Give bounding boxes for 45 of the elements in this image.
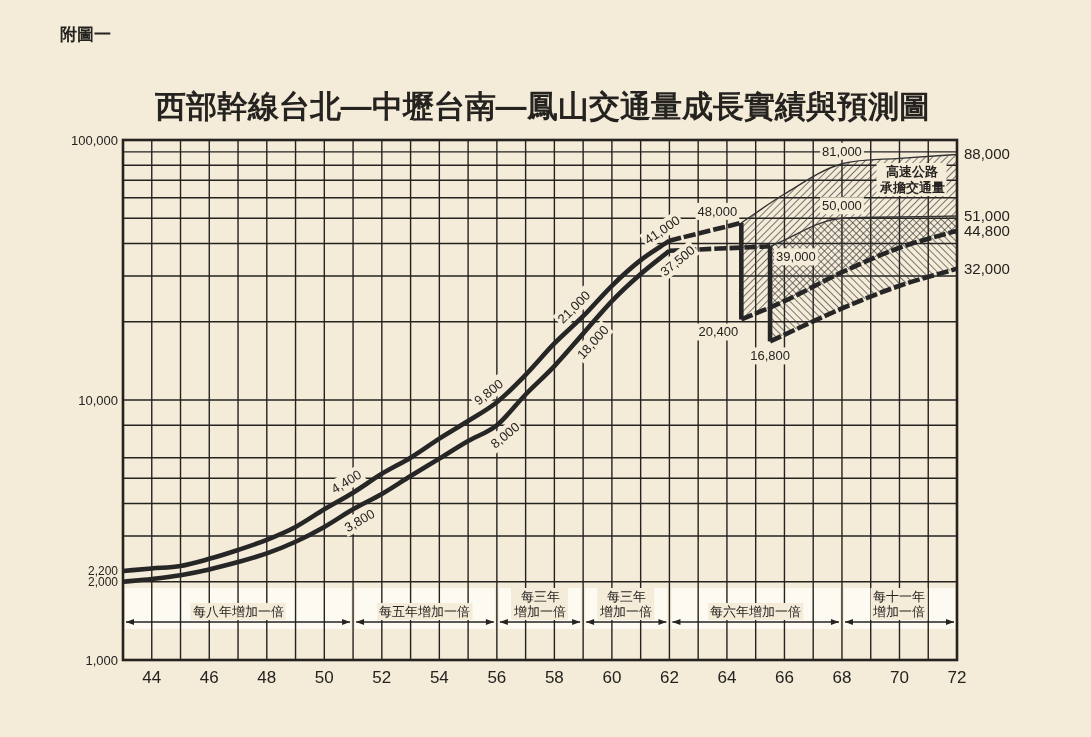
y-tick-label: 10,000 — [78, 393, 118, 408]
arrow-span: 每三年增加一倍 — [585, 588, 668, 625]
x-tick-label: 64 — [717, 668, 737, 687]
band-label: 每三年增加一倍 — [513, 589, 566, 619]
arrow-span: 每十一年增加一倍 — [844, 588, 955, 625]
y-tick-label: 100,000 — [71, 133, 118, 148]
arrow-span: 每三年增加一倍 — [499, 588, 581, 625]
data-label: 51,000 — [964, 207, 1010, 225]
data-label: 32,000 — [964, 259, 1010, 277]
band-label: 每五年增加一倍 — [379, 604, 471, 619]
data-label: 50,000 — [822, 198, 862, 214]
data-label: 88,000 — [964, 145, 1010, 163]
data-label: 48,000 — [697, 203, 738, 219]
band-label: 每三年增加一倍 — [599, 589, 653, 619]
x-tick-label: 56 — [487, 668, 507, 687]
x-tick-label: 60 — [602, 668, 622, 687]
data-label: 16,800 — [750, 348, 790, 364]
band-label: 每八年增加一倍 — [192, 604, 284, 619]
x-tick-label: 58 — [544, 668, 564, 687]
band-label: 每十一年增加一倍 — [872, 589, 926, 619]
x-tick-label: 46 — [199, 668, 219, 687]
text: 附圖一 — [60, 25, 111, 44]
data-label: 3,800 — [341, 505, 378, 536]
data-label: 39,000 — [776, 249, 816, 265]
y-tick-label: 1,000 — [85, 653, 118, 668]
title: 西部幹線台北—中壢台南—鳳山交通量成長實績與預測圖 — [154, 89, 930, 124]
x-tick-label: 50 — [314, 668, 334, 687]
x-tick-label: 44 — [142, 668, 162, 687]
x-tick-label: 48 — [257, 668, 277, 687]
x-tick-label: 70 — [890, 668, 909, 687]
arrow-span: 每六年增加一倍 — [671, 603, 840, 625]
data-label: 2,200 — [87, 563, 119, 578]
arrow-span: 每八年增加一倍 — [125, 603, 351, 625]
annotation: 高速公路承擔交通量 — [878, 164, 945, 195]
data-label: 81,000 — [822, 143, 862, 159]
x-tick-label: 54 — [429, 668, 449, 687]
x-tick-label: 62 — [659, 668, 679, 687]
data-label: 4,400 — [328, 466, 365, 497]
x-tick-label: 52 — [372, 668, 392, 687]
arrow-span: 每五年增加一倍 — [355, 603, 495, 625]
x-tick-label: 72 — [947, 668, 967, 687]
data-label: 20,400 — [698, 324, 739, 340]
band-label: 每六年增加一倍 — [710, 604, 802, 619]
x-tick-label: 68 — [832, 668, 852, 687]
x-tick-label: 66 — [774, 668, 794, 687]
